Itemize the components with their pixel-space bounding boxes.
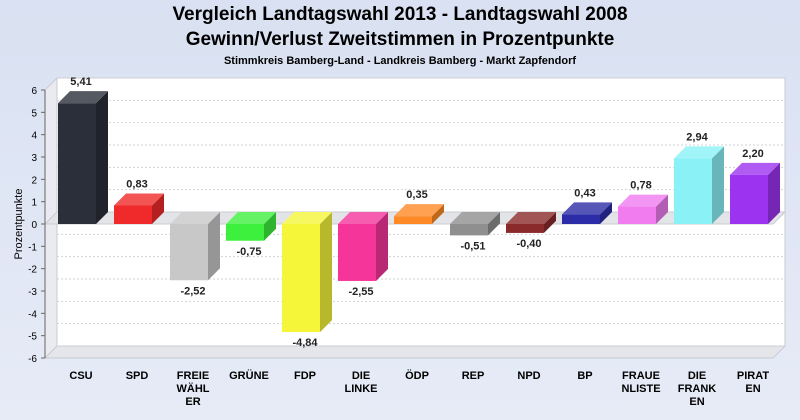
y-tick-label: 6 (31, 86, 37, 97)
x-tick-label: ÖDP (405, 369, 429, 382)
bar (450, 224, 488, 236)
x-tick-label: LINKE (345, 383, 378, 395)
y-tick-label: 2 (31, 175, 37, 186)
data-label: 2,20 (742, 148, 763, 160)
bar-top (226, 212, 276, 224)
x-tick-label: BP (577, 370, 592, 382)
bar-side (544, 212, 556, 233)
x-tick-label: SPD (126, 370, 149, 382)
x-tick-label: FRAUE (622, 370, 660, 382)
x-tick-label: CSU (69, 370, 92, 382)
y-tick-label: -6 (28, 354, 37, 365)
x-tick-label: NPD (517, 370, 540, 382)
bar-side (208, 212, 220, 281)
chart-region-caption: Stimmkreis Bamberg-Land - Landkreis Bamb… (223, 55, 577, 67)
x-tick-label: NLISTE (621, 383, 660, 395)
data-label: 2,94 (686, 131, 708, 143)
bar-top (450, 212, 500, 224)
y-tick-label: 5 (31, 108, 37, 119)
y-tick-label: 4 (31, 131, 37, 142)
data-label: 0,35 (406, 189, 427, 201)
x-tick-label: EN (745, 383, 760, 395)
bar-top (730, 162, 780, 175)
bar (562, 214, 600, 224)
bar (226, 224, 264, 241)
data-label: 0,43 (574, 187, 595, 199)
bar-top (674, 146, 724, 159)
chart-subtitle: Gewinn/Verlust Zweitstimmen in Prozentpu… (185, 29, 615, 50)
x-tick-label: PIRAT (737, 370, 769, 382)
data-label: 0,78 (630, 180, 651, 192)
bar-side (376, 212, 388, 281)
bar (282, 224, 320, 333)
data-label: -0,40 (516, 238, 541, 250)
bar-side (712, 146, 724, 224)
bar-side (320, 212, 332, 333)
bar-side (488, 212, 500, 236)
data-label: -2,52 (180, 285, 205, 297)
chart-title: Vergleich Landtagswahl 2013 - Landtagswa… (172, 4, 628, 25)
x-tick-label: GRÜNE (229, 369, 269, 382)
bar (394, 216, 432, 224)
y-tick-label: -1 (28, 242, 37, 253)
bar (506, 224, 544, 233)
bar-top (114, 193, 164, 206)
data-label: -4,84 (292, 337, 318, 349)
x-tick-label: FRANK (678, 383, 717, 395)
plot-floor (43, 345, 787, 359)
bar (170, 224, 208, 281)
y-tick-label: -4 (28, 309, 37, 320)
y-tick-label: 0 (31, 220, 37, 231)
x-tick-label: WÄHL (177, 382, 210, 395)
y-tick-label: -5 (28, 332, 37, 343)
bar (618, 206, 656, 224)
data-label: -2,55 (348, 286, 373, 298)
bar-side (432, 204, 444, 224)
bar-side (96, 91, 108, 224)
x-tick-label: REP (462, 370, 485, 382)
bar-top (282, 212, 332, 224)
x-tick-label: DIE (688, 370, 706, 382)
bar-top (506, 212, 556, 224)
bar (338, 224, 376, 281)
y-axis-label: Prozentpunkte (13, 189, 25, 260)
bar-side (656, 194, 668, 224)
x-tick-label: ER (185, 396, 200, 408)
bar-top (338, 212, 388, 224)
data-label: 0,83 (126, 178, 147, 190)
data-label: 5,41 (70, 76, 91, 88)
x-tick-label: FREIE (177, 370, 209, 382)
bar-side (600, 202, 612, 224)
x-tick-label: DIE (352, 370, 370, 382)
data-label: -0,75 (236, 246, 261, 258)
bar (674, 158, 712, 224)
bar (58, 103, 96, 224)
bar-top (170, 212, 220, 224)
bar-top (618, 194, 668, 207)
y-tick-label: -3 (28, 287, 37, 298)
x-tick-label: EN (689, 396, 704, 408)
bar-side (768, 162, 780, 224)
bar-side (152, 193, 164, 224)
bar-top (58, 91, 108, 104)
bar-top (562, 202, 612, 215)
bar (114, 205, 152, 224)
bar-top (394, 204, 444, 217)
bar (730, 174, 768, 224)
y-tick-label: 1 (31, 198, 37, 209)
y-tick-label: 3 (31, 153, 37, 164)
data-label: -0,51 (460, 240, 485, 252)
x-tick-label: FDP (294, 370, 316, 382)
bar-side (264, 212, 276, 241)
y-tick-label: -2 (28, 265, 37, 276)
